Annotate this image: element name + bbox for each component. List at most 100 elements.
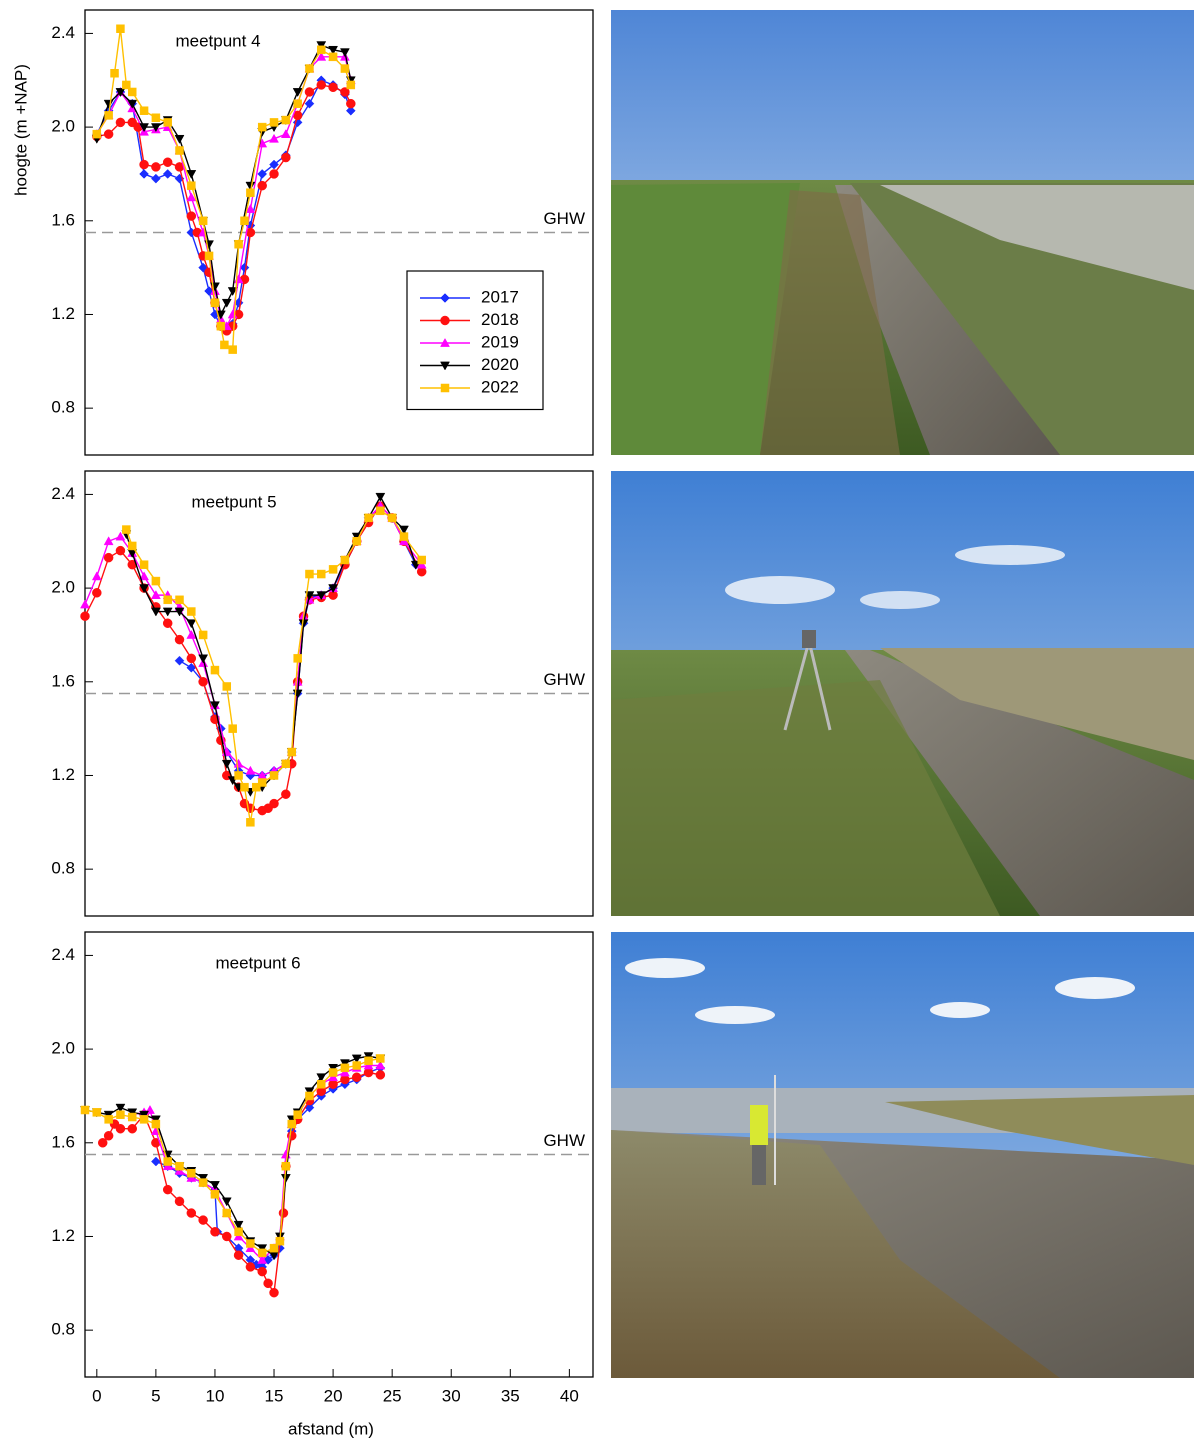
data-point xyxy=(104,111,113,120)
panel: 0.8 1.2 1.6 2.0 2.4 0 5 10 15 20 25 30 35 40 meetpunt … xyxy=(51,931,594,1438)
y-tick-label: 0.8 xyxy=(51,398,75,417)
data-point xyxy=(139,123,149,133)
data-point xyxy=(222,1208,232,1218)
plot-frame xyxy=(84,470,594,917)
data-point xyxy=(186,662,197,673)
data-point xyxy=(210,1190,220,1199)
data-point xyxy=(80,1105,90,1115)
data-point xyxy=(92,588,102,598)
data-point xyxy=(257,169,268,179)
data-point xyxy=(198,630,208,640)
data-point xyxy=(127,1123,138,1134)
data-point xyxy=(221,298,232,308)
data-point xyxy=(122,525,131,534)
series-line xyxy=(84,505,423,812)
data-point xyxy=(328,1079,338,1089)
data-point xyxy=(139,106,149,115)
data-point xyxy=(340,555,350,565)
data-point xyxy=(91,571,102,581)
reference-label: GHW xyxy=(543,209,585,228)
reference-label: GHW xyxy=(543,670,585,689)
data-point xyxy=(281,759,291,769)
data-point xyxy=(328,45,339,55)
data-point xyxy=(328,82,338,93)
data-point xyxy=(293,99,302,108)
data-point xyxy=(163,118,172,127)
y-tick-label: 2.0 xyxy=(51,117,75,136)
data-point xyxy=(175,1161,184,1171)
data-point xyxy=(317,1079,326,1089)
data-point xyxy=(352,537,361,546)
data-point xyxy=(364,1056,373,1066)
data-point xyxy=(269,169,279,179)
data-point xyxy=(151,162,161,172)
data-point xyxy=(162,157,173,167)
data-point xyxy=(351,1054,362,1064)
data-point xyxy=(198,677,208,687)
data-point xyxy=(328,584,339,594)
data-point xyxy=(375,1060,386,1070)
data-point xyxy=(287,747,296,757)
data-point xyxy=(245,765,256,775)
data-point xyxy=(304,98,315,109)
data-point xyxy=(375,492,386,502)
data-point xyxy=(115,1123,126,1134)
data-point xyxy=(186,211,197,221)
data-point xyxy=(151,1156,161,1167)
data-point xyxy=(174,134,185,144)
data-point xyxy=(417,555,426,565)
data-point xyxy=(128,541,137,551)
data-point xyxy=(228,724,237,733)
data-point xyxy=(104,1115,113,1124)
data-point xyxy=(346,80,356,90)
data-point xyxy=(210,665,220,675)
photo xyxy=(611,10,1194,455)
data-point xyxy=(346,98,356,109)
data-point xyxy=(139,169,149,179)
x-tick-label: 35 xyxy=(501,1386,520,1405)
data-point xyxy=(187,1168,196,1178)
data-point xyxy=(128,87,137,97)
data-point xyxy=(175,595,184,605)
data-point xyxy=(339,48,350,58)
x-axis-label: afstand (m) xyxy=(288,1419,374,1438)
data-point xyxy=(139,584,149,594)
data-point xyxy=(162,607,173,617)
data-point xyxy=(246,188,255,197)
data-point xyxy=(186,192,197,202)
data-point xyxy=(240,782,249,792)
data-point xyxy=(233,1220,244,1230)
data-point xyxy=(122,80,131,90)
y-tick-label: 1.2 xyxy=(51,304,75,323)
data-point xyxy=(186,629,197,639)
data-point xyxy=(240,216,249,226)
data-point xyxy=(80,611,90,621)
data-point xyxy=(246,1239,255,1248)
data-point xyxy=(293,1110,302,1119)
data-point xyxy=(210,298,220,308)
data-point xyxy=(281,152,291,163)
data-point xyxy=(252,782,261,792)
legend: 2017 2018 2019 2020 2022 xyxy=(406,270,544,411)
data-point xyxy=(281,1161,291,1171)
data-point xyxy=(351,1072,362,1082)
data-point xyxy=(269,1243,279,1253)
data-point xyxy=(234,1227,243,1237)
data-point xyxy=(127,99,138,109)
data-point xyxy=(115,88,126,97)
panel: 0.8 1.2 1.6 2.0 2.4 meetpunt 4 hoogte (m +NAP)… xyxy=(11,9,594,456)
panel-title: meetpunt 5 xyxy=(191,492,276,511)
data-point xyxy=(292,88,303,97)
data-point xyxy=(92,1108,102,1117)
data-point xyxy=(375,1070,386,1080)
x-tick-label: 40 xyxy=(560,1386,579,1405)
data-point xyxy=(416,566,427,577)
data-point xyxy=(151,113,161,122)
data-point xyxy=(364,513,373,523)
y-tick-label: 2.0 xyxy=(51,1039,75,1058)
data-point xyxy=(110,68,119,78)
data-point xyxy=(210,1227,220,1237)
data-point xyxy=(80,599,90,609)
data-point xyxy=(234,239,243,249)
data-point xyxy=(257,180,267,191)
